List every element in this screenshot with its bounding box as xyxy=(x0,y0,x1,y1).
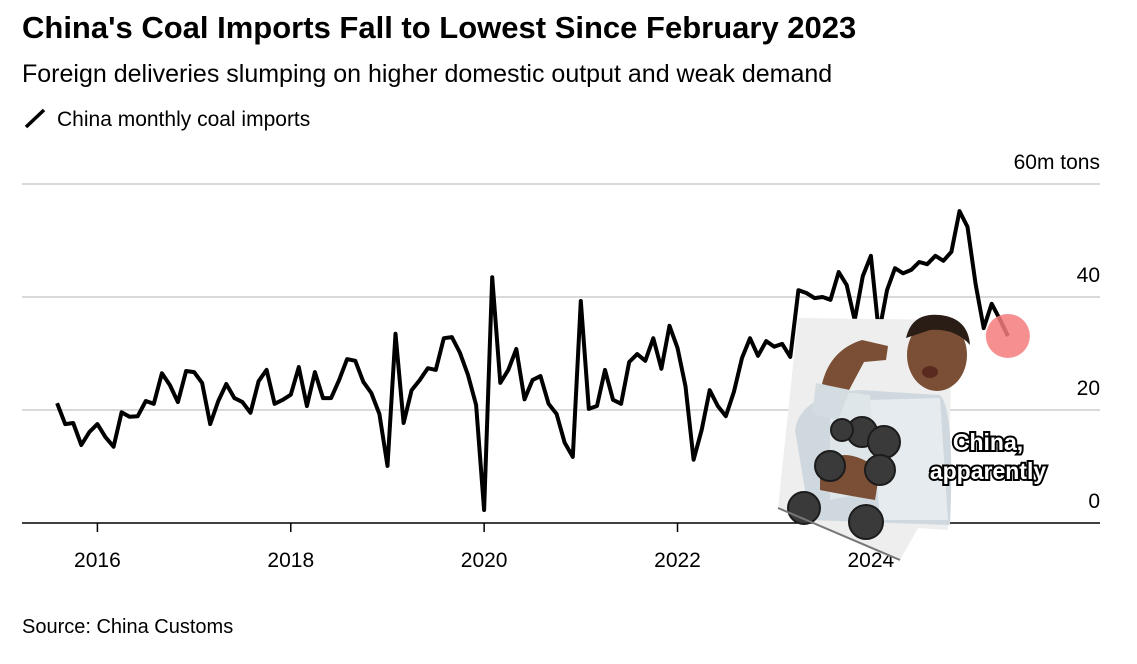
latest-point xyxy=(985,313,1030,358)
meme-caption: apparently xyxy=(930,458,1047,484)
source-note: Source: China Customs xyxy=(22,616,233,638)
data-line xyxy=(55,209,1010,512)
x-tick-label: 2024 xyxy=(848,549,895,572)
x-tick-label: 2022 xyxy=(654,549,701,572)
legend-label: China monthly coal imports xyxy=(57,108,310,131)
chart-title: China's Coal Imports Fall to Lowest Sinc… xyxy=(22,10,856,45)
y-tick-label: 0 xyxy=(1088,490,1100,513)
meme-image: China, apparently xyxy=(777,314,1048,561)
plot-area: 0 20 40 60m tons 2016 2018 2020 2022 2024 xyxy=(22,151,1100,572)
y-tick-label: 20 xyxy=(1077,377,1100,400)
x-tick-label: 2020 xyxy=(461,549,508,572)
x-tick-label: 2016 xyxy=(74,549,121,572)
meme-caption: China, xyxy=(953,429,1023,455)
legend-swatch xyxy=(24,108,46,129)
chart-subtitle: Foreign deliveries slumping on higher do… xyxy=(22,60,832,88)
x-tick-label: 2018 xyxy=(267,549,314,572)
y-tick-label: 60m tons xyxy=(1014,151,1100,174)
y-tick-label: 40 xyxy=(1077,264,1100,287)
